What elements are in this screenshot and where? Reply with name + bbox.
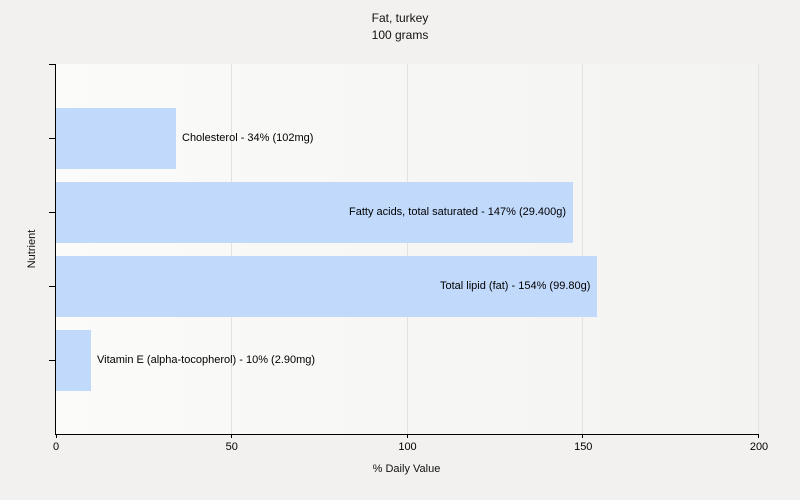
gridline xyxy=(758,64,759,434)
x-axis-label: % Daily Value xyxy=(372,463,441,475)
chart-title-line2: 100 grams xyxy=(371,28,429,42)
bar xyxy=(56,330,91,391)
y-axis-tick xyxy=(49,138,56,139)
x-axis-tick xyxy=(56,434,57,438)
gridline xyxy=(582,64,584,434)
x-tick-label: 200 xyxy=(749,441,769,453)
y-axis-tick xyxy=(49,286,56,287)
x-axis-tick xyxy=(582,434,584,438)
y-axis-tick xyxy=(49,64,56,65)
x-tick-label: 0 xyxy=(52,441,60,453)
chart-title-line1: Fat, turkey xyxy=(371,11,429,25)
bar-label: Cholesterol - 34% (102mg) xyxy=(182,132,314,144)
bar xyxy=(56,108,176,169)
y-axis-tick xyxy=(49,360,56,361)
x-tick-label: 50 xyxy=(225,441,238,453)
x-tick-label: 150 xyxy=(574,441,593,453)
x-axis-tick xyxy=(758,434,759,438)
y-axis-label: Nutrient xyxy=(26,229,38,269)
bar-label: Vitamin E (alpha-tocopherol) - 10% (2.90… xyxy=(97,354,316,366)
gridline xyxy=(230,64,232,434)
gridline xyxy=(406,64,408,434)
bar-label: Total lipid (fat) - 154% (99.80g) xyxy=(440,280,591,292)
x-axis-tick xyxy=(406,434,408,438)
bar xyxy=(56,182,573,243)
chart-title: Fat, turkey 100 grams xyxy=(0,10,800,44)
y-axis-tick xyxy=(49,212,56,213)
x-tick-label: 100 xyxy=(398,441,417,453)
bar-label: Fatty acids, total saturated - 147% (29.… xyxy=(349,206,567,218)
x-axis-tick xyxy=(230,434,232,438)
plot-area: 0 50 100 150 200 Cholesterol - 34% (102mg) Fat… xyxy=(49,64,768,453)
bar xyxy=(56,256,597,317)
